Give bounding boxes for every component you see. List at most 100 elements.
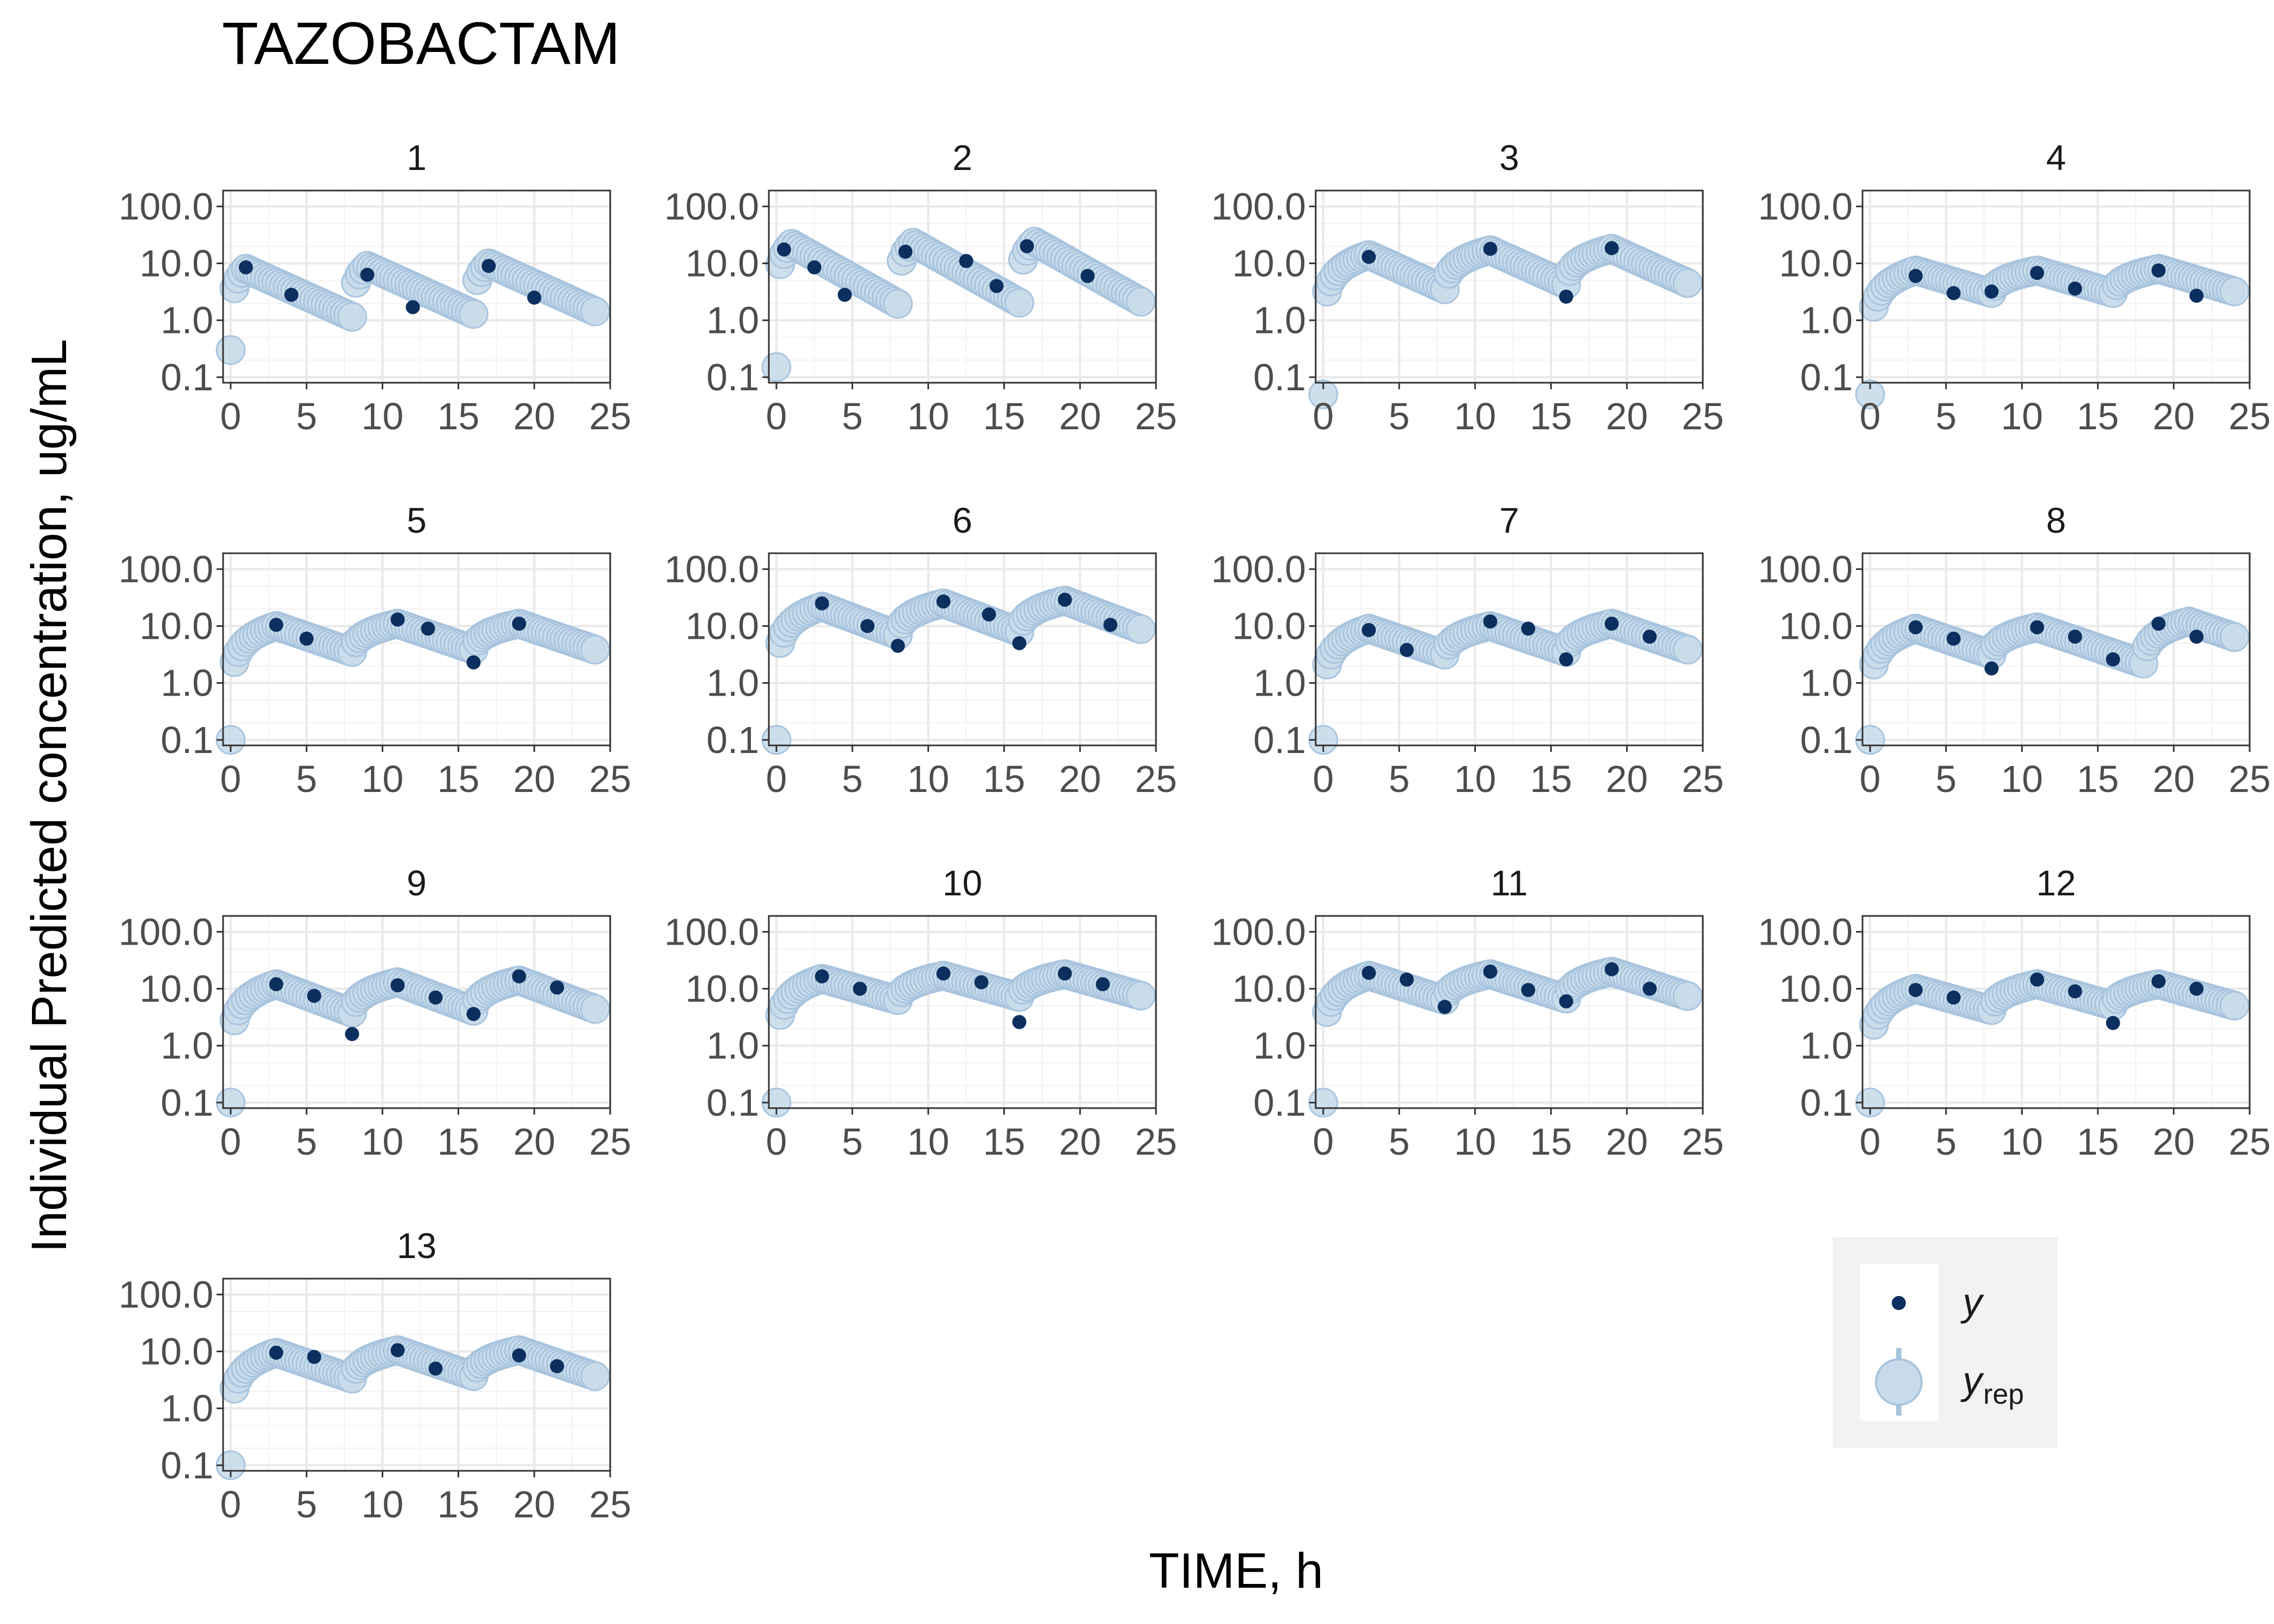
y-point [2068, 281, 2082, 296]
panel-border [222, 1278, 611, 1472]
x-axis-label: TIME, h [1149, 1543, 1323, 1599]
x-tick-label: 20 [2153, 1121, 2195, 1163]
y-point [2151, 263, 2166, 278]
x-tick-label: 10 [907, 758, 949, 800]
x-tick-label: 25 [1135, 1121, 1177, 1163]
panel-border [1315, 552, 1704, 746]
y-point [2068, 984, 2082, 999]
x-tick-label: 15 [437, 395, 480, 437]
x-tick-label: 5 [842, 758, 863, 800]
panel-border [768, 915, 1157, 1109]
y-tick-label: 100.0 [1758, 548, 1853, 590]
y-point [1946, 631, 1961, 646]
y-point [959, 254, 973, 269]
legend: yy rep [1833, 1237, 2057, 1448]
y-point [1095, 977, 1110, 992]
y-point [269, 1345, 284, 1360]
y-tick-label: 0.1 [1800, 356, 1853, 398]
facet-label: 12 [2036, 863, 2076, 903]
y-point [550, 980, 564, 995]
x-tick-label: 25 [589, 395, 631, 437]
facet-label: 5 [407, 500, 427, 540]
yrep-point [883, 289, 913, 319]
y-point [512, 969, 526, 984]
y-tick-label: 100.0 [664, 911, 759, 953]
y-tick-label: 100.0 [664, 548, 759, 590]
y-point [1483, 614, 1498, 629]
y-point [481, 259, 496, 273]
y-point [1362, 966, 1376, 980]
y-tick-label: 1.0 [161, 1025, 213, 1067]
y-point [1946, 990, 1961, 1005]
x-tick-label: 20 [513, 758, 556, 800]
x-tick-label: 0 [220, 758, 241, 800]
x-tick-label: 20 [513, 1121, 556, 1163]
y-point [838, 287, 852, 302]
y-tick-label: 10.0 [685, 605, 759, 647]
x-tick-label: 25 [2229, 758, 2271, 800]
y-tick-label: 100.0 [1211, 911, 1306, 953]
x-tick-label: 0 [1313, 395, 1334, 437]
x-tick-label: 10 [1454, 395, 1496, 437]
facet-label: 1 [407, 137, 427, 178]
x-tick-label: 20 [2153, 395, 2195, 437]
y-point [1437, 1000, 1452, 1014]
facet-label: 13 [397, 1226, 436, 1266]
y-point [512, 1348, 526, 1363]
facet-panel-10: 10 0.1 1.0 10.0 100.0 0 5 10 15 20 25 [664, 863, 1177, 1163]
x-tick-label: 0 [766, 1121, 787, 1163]
y-series [815, 966, 1110, 1030]
y-tick-label: 10.0 [140, 967, 213, 1010]
yrep-point [459, 299, 489, 329]
y-point [390, 612, 405, 627]
x-tick-label: 5 [296, 1121, 317, 1163]
legend-y-marker [1892, 1296, 1906, 1310]
yrep-series [1308, 608, 1703, 755]
y-tick-label: 1.0 [161, 1387, 213, 1430]
x-tick-label: 10 [361, 1121, 403, 1163]
y-tick-label: 1.0 [1253, 1025, 1306, 1067]
x-tick-label: 25 [589, 1121, 631, 1163]
yrep-point [1126, 614, 1156, 644]
panel-background [223, 916, 610, 1108]
y-series [269, 612, 526, 670]
y-point [898, 245, 913, 259]
x-tick-label: 25 [2229, 395, 2271, 437]
y-series [815, 592, 1118, 653]
y-point [1080, 269, 1095, 283]
y-point [2068, 630, 2082, 644]
y-tick-label: 100.0 [1211, 548, 1306, 590]
x-tick-label: 10 [907, 1121, 949, 1163]
y-point [1604, 241, 1619, 256]
yrep-series [1855, 969, 2250, 1118]
panel-border [768, 552, 1157, 746]
x-tick-label: 20 [513, 395, 556, 437]
y-point [1362, 250, 1376, 264]
panel-background [769, 553, 1156, 745]
y-point [406, 300, 420, 315]
y-point [1642, 630, 1657, 644]
x-tick-label: 5 [296, 395, 317, 437]
y-point [936, 594, 951, 609]
y-tick-label: 0.1 [1253, 1082, 1306, 1124]
y-tick-label: 0.1 [1800, 719, 1853, 761]
y-point [1559, 994, 1573, 1009]
y-point [2189, 289, 2204, 303]
y-series [269, 969, 564, 1042]
x-tick-label: 10 [361, 395, 403, 437]
y-tick-label: 1.0 [161, 662, 213, 704]
x-tick-label: 15 [983, 1121, 1025, 1163]
y-point [1483, 964, 1498, 979]
x-tick-label: 25 [2229, 1121, 2271, 1163]
x-tick-label: 25 [1682, 395, 1724, 437]
y-point [428, 990, 443, 1005]
y-point [1400, 643, 1414, 657]
x-tick-label: 5 [1389, 395, 1410, 437]
x-tick-label: 10 [2001, 1121, 2043, 1163]
y-tick-label: 0.1 [1253, 356, 1306, 398]
y-tick-label: 1.0 [1800, 299, 1853, 342]
x-tick-label: 20 [1059, 395, 1101, 437]
panel-border [1861, 189, 2251, 384]
facet-label: 2 [952, 137, 972, 178]
